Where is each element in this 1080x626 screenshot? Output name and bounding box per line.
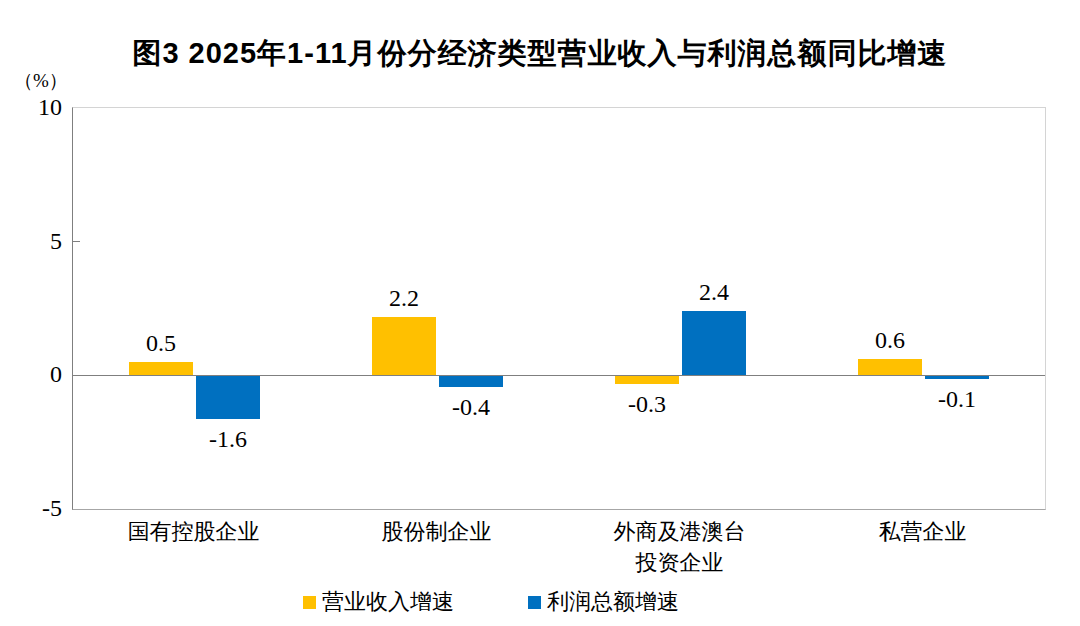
legend-item: 营业收入增速 [303, 590, 454, 614]
x-category-label: 国有控股企业 [72, 516, 315, 547]
y-tick-label: 5 [0, 227, 62, 255]
legend-swatch-profit [528, 596, 541, 609]
chart: （%） 图3 2025年1-11月份分经济类型营业收入与利润总额同比增速 105… [0, 0, 1080, 626]
y-tick-label: 10 [0, 93, 62, 121]
x-category-label: 股份制企业 [315, 516, 558, 547]
legend-swatch-revenue [303, 596, 316, 609]
bar-profit [439, 376, 503, 387]
x-category-label: 私营企业 [801, 516, 1044, 547]
bar-revenue [129, 362, 193, 375]
legend: 营业收入增速 利润总额增速 [0, 590, 1031, 614]
y-tick-label: -5 [0, 494, 62, 522]
x-category-label: 外商及港澳台 投资企业 [558, 516, 801, 578]
y-axis-tick-labels: 10 5 0 -5 [0, 0, 62, 626]
chart-title: 图3 2025年1-11月份分经济类型营业收入与利润总额同比增速 [0, 34, 1080, 74]
legend-label: 利润总额增速 [547, 590, 679, 614]
value-label: -0.1 [912, 385, 1002, 413]
value-label: -0.3 [602, 390, 692, 418]
legend-item: 利润总额增速 [528, 590, 679, 614]
value-label: -0.4 [426, 393, 516, 421]
bar-profit [196, 376, 260, 419]
bar-revenue [858, 359, 922, 375]
bar-profit [682, 311, 746, 375]
bar-profit [925, 376, 989, 379]
bar-revenue [615, 376, 679, 384]
y-tick-label: 0 [0, 360, 62, 388]
bar-revenue [372, 317, 436, 376]
value-label: 0.5 [116, 329, 206, 357]
value-label: 0.6 [845, 326, 935, 354]
legend-label: 营业收入增速 [322, 590, 454, 614]
y-tick-mark [73, 241, 80, 242]
value-label: -1.6 [183, 425, 273, 453]
value-label: 2.2 [359, 284, 449, 312]
plot-area: 0.5 -1.6 2.2 -0.4 -0.3 2.4 0.6 -0.1 [72, 107, 1046, 510]
value-label: 2.4 [669, 278, 759, 306]
